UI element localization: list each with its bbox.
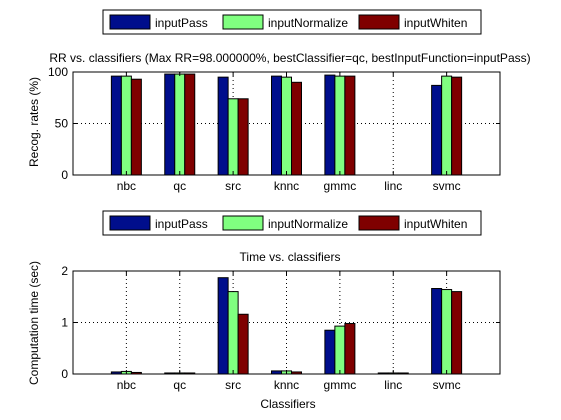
plot-area	[72, 270, 501, 375]
bar-inputPass-qc	[164, 372, 176, 375]
bar-inputWhiten-nbc	[130, 371, 142, 375]
bar-inputWhiten-src	[237, 98, 249, 176]
y-tick-label: 2	[61, 264, 68, 278]
bar-inputWhiten-svmc	[451, 291, 463, 375]
bar-inputNormalize-svmc	[441, 75, 453, 176]
legend-label-inputPass: inputPass	[155, 217, 208, 231]
chart-title: RR vs. classifiers (Max RR=98.000000%, b…	[49, 51, 530, 65]
bar-inputPass-nbc	[110, 75, 122, 176]
bar-inputNormalize-svmc	[441, 289, 453, 375]
y-tick-labels: 0 50 100	[48, 65, 500, 182]
bar-inputPass-gmmc	[324, 329, 336, 375]
x-tick-label: gmmc	[324, 179, 357, 193]
bar-inputNormalize-gmmc	[334, 75, 346, 176]
x-tick-label: nbc	[117, 179, 136, 193]
x-tick-label: linc	[384, 378, 402, 392]
bar-inputPass-nbc	[110, 371, 122, 375]
bar-inputWhiten-qc	[184, 73, 196, 176]
bar-inputWhiten-nbc	[130, 78, 142, 176]
computation-time-chart: inputPass inputNormalize inputWhiten Tim…	[27, 210, 501, 411]
y-tick-label: 0	[61, 367, 68, 381]
y-axis-label: Computation time (sec)	[27, 261, 41, 385]
bar-inputPass-src	[217, 76, 229, 176]
x-tick-label: svmc	[433, 179, 461, 193]
legend-swatch-inputNormalize	[222, 215, 264, 231]
bar-inputPass-svmc	[431, 84, 443, 176]
legend: inputPass inputNormalize inputWhiten	[102, 210, 482, 236]
legend-swatch-inputPass	[109, 14, 151, 30]
x-tick-label: svmc	[433, 378, 461, 392]
bar-inputWhiten-linc	[397, 372, 409, 375]
x-tick-label: gmmc	[324, 378, 357, 392]
x-tick-labels: nbc qc src knnc gmmc linc svmc	[117, 271, 461, 392]
bar-inputWhiten-gmmc	[344, 75, 356, 176]
x-tick-label: qc	[173, 179, 186, 193]
x-tick-label: linc	[384, 179, 402, 193]
x-tick-label: src	[225, 378, 241, 392]
x-axis-label: Classifiers	[260, 397, 315, 411]
legend-label-inputPass: inputPass	[155, 16, 208, 30]
y-tick-labels: 0 1 2	[61, 264, 500, 381]
bar-inputPass-knnc	[271, 75, 282, 176]
bar-inputPass-qc	[164, 73, 176, 176]
bar-inputPass-linc	[377, 372, 389, 375]
bar-inputPass-gmmc	[324, 74, 336, 176]
bar-inputNormalize-gmmc	[334, 325, 346, 375]
bar-inputPass-knnc	[271, 370, 282, 375]
bar-inputNormalize-nbc	[120, 75, 132, 176]
legend-swatch-inputPass	[109, 215, 151, 231]
y-tick-label: 0	[61, 168, 68, 182]
legend-label-inputNormalize: inputNormalize	[268, 217, 348, 231]
bar-inputPass-src	[217, 277, 229, 375]
legend: inputPass inputNormalize inputWhiten	[102, 9, 482, 35]
y-tick-label: 1	[61, 316, 68, 330]
legend-label-inputWhiten: inputWhiten	[404, 217, 467, 231]
recognition-rate-chart: inputPass inputNormalize inputWhiten RR …	[27, 9, 531, 193]
bar-inputWhiten-src	[237, 313, 249, 375]
legend-label-inputWhiten: inputWhiten	[404, 16, 467, 30]
bar-inputWhiten-gmmc	[344, 323, 356, 375]
x-tick-label: src	[225, 179, 241, 193]
bar-inputNormalize-knnc	[281, 76, 292, 176]
legend-swatch-inputWhiten	[358, 14, 400, 30]
bars	[110, 73, 463, 176]
bar-inputWhiten-qc	[184, 372, 196, 375]
bar-inputWhiten-knnc	[291, 81, 302, 176]
legend-label-inputNormalize: inputNormalize	[268, 16, 348, 30]
legend-box	[102, 9, 482, 35]
legend-swatch-inputWhiten	[358, 215, 400, 231]
x-tick-labels: nbc qc src knnc gmmc linc svmc	[117, 72, 461, 193]
x-tick-label: qc	[173, 378, 186, 392]
x-tick-label: knnc	[274, 378, 299, 392]
bar-inputWhiten-knnc	[291, 371, 302, 375]
bar-inputWhiten-svmc	[451, 76, 463, 176]
legend-swatch-inputNormalize	[222, 14, 264, 30]
x-tick-label: knnc	[274, 179, 299, 193]
y-axis-label: Recog. rates (%)	[27, 77, 41, 167]
bars	[110, 277, 463, 375]
bar-inputNormalize-qc	[174, 73, 186, 176]
bar-inputNormalize-src	[227, 291, 239, 375]
y-tick-label: 50	[55, 117, 69, 131]
bar-inputNormalize-src	[227, 98, 239, 176]
bar-inputPass-svmc	[431, 288, 443, 375]
chart-title: Time vs. classifiers	[240, 250, 341, 264]
legend-box	[102, 210, 482, 236]
y-tick-label: 100	[48, 65, 68, 79]
x-tick-label: nbc	[117, 378, 136, 392]
